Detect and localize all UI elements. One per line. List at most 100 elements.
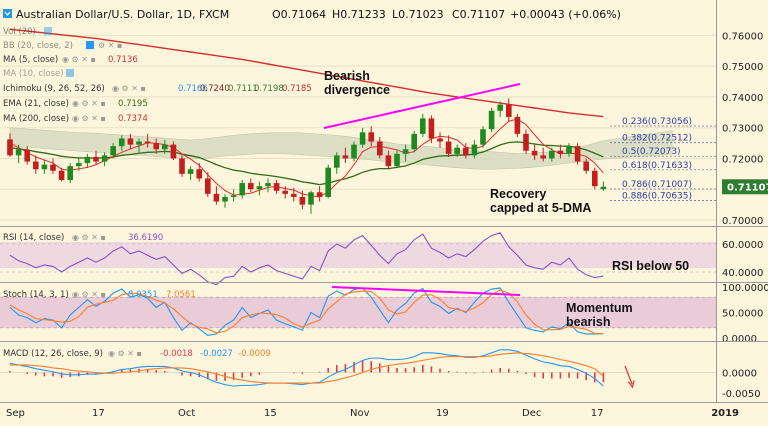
legend-icons[interactable]: ◉ ⚙ ✕ ▪ [72, 233, 106, 242]
symbol-title[interactable]: Australian Dollar/U.S. Dollar, 1D, FXCM [16, 8, 229, 21]
legend-icons[interactable]: ◉ ⚙ ✕ ▪ [72, 290, 106, 299]
legend-ichimoku[interactable]: Ichimoku (9, 26, 52, 26) ◉ ⚙ ✕ ▪ 0.7166 … [3, 84, 312, 94]
candle-body [583, 161, 589, 171]
eye-icon[interactable] [86, 41, 94, 49]
grid-lines [0, 34, 716, 221]
candle-body [497, 104, 503, 111]
legend-bb-label: BB (20, close, 2) [3, 41, 73, 51]
candle-body [222, 196, 228, 202]
candle-body [394, 153, 400, 167]
legend-macd[interactable]: MACD (12, 26, close, 9) ◉ ⚙ ✕ ▪ -0.0018 … [3, 349, 271, 359]
legend-ema21[interactable]: EMA (21, close) ◉ ⚙ ✕ ▪ 0.7195 [3, 99, 148, 109]
candle-body [368, 132, 374, 142]
legend-vol-label: Vol (20) [3, 27, 36, 37]
candle-body [187, 169, 194, 174]
legend-icons[interactable]: ◉ ⚙ ✕ ▪ [72, 114, 106, 123]
candle-body [574, 146, 581, 162]
macd-tick-label: 0.0000 [722, 369, 757, 380]
candle-body [523, 133, 529, 151]
candle-body [549, 150, 555, 159]
x-tick-label: Dec [522, 408, 541, 419]
legend-rsi-label: RSI (14, close) [3, 233, 64, 243]
last-price-text: 0.71107 [727, 182, 768, 193]
legend-vol[interactable]: Vol (20) [3, 27, 52, 37]
candle-body [205, 178, 211, 194]
legend-ema21-value: 0.7195 [118, 99, 148, 109]
fib-label: 0.382(0.72512) [622, 134, 692, 144]
fib-label: 0.618(0.71633) [622, 161, 692, 171]
macd-line [9, 349, 604, 387]
x-tick-label: 17 [591, 408, 604, 419]
legend-icons[interactable]: ◉ ⚙ ✕ ▪ [72, 99, 106, 108]
rsi-line [9, 232, 604, 286]
candle-body [136, 141, 142, 145]
fib-label: 0.5(0.72073) [622, 147, 681, 157]
candle-body [377, 141, 383, 156]
candle-body [93, 156, 99, 162]
candle-body [463, 147, 469, 156]
candle-body [273, 183, 280, 191]
legend-rsi[interactable]: RSI (14, close) ◉ ⚙ ✕ ▪ 36.6190 [3, 233, 163, 243]
candle-body [600, 186, 607, 190]
candle-body [471, 144, 478, 156]
candle-body [58, 170, 65, 180]
x-tick-label: 2019 [711, 408, 739, 419]
candle-body [41, 164, 48, 170]
candle-body [566, 146, 572, 154]
candle-body [411, 133, 417, 150]
legend-icons[interactable]: ◉ ⚙ ✕ ▪ [112, 84, 146, 93]
x-tick-label: Oct [178, 408, 195, 419]
candle-body [33, 161, 39, 170]
candle-body [127, 138, 134, 145]
fib-label: 0.886(0.70635) [622, 191, 692, 201]
price-tick-label: 0.73000 [722, 124, 763, 135]
candle-body [7, 139, 13, 156]
eye-icon[interactable] [44, 27, 52, 35]
legend-icons[interactable]: ◉ ⚙ ✕ ▪ [62, 55, 96, 64]
ichimoku-cloud [9, 127, 673, 170]
collapse-icon[interactable] [3, 9, 12, 18]
candle-body [592, 170, 598, 187]
legend-ma200[interactable]: MA (200, close) ◉ ⚙ ✕ ▪ 0.7374 [3, 114, 148, 124]
macd-pane [0, 349, 716, 387]
price-tick-label: 0.70000 [722, 216, 763, 227]
legend-macd-signal: -0.0009 [238, 349, 271, 359]
x-tick-label: 19 [436, 408, 449, 419]
legend-stoch[interactable]: Stoch (14, 3, 1) ◉ ⚙ ✕ ▪ 8.0351 7.0561 [3, 290, 196, 300]
candle-body [76, 163, 82, 167]
candle-body [402, 149, 409, 154]
legend-macd-label: MACD (12, 26, close, 9) [3, 349, 103, 359]
candle-body [230, 195, 237, 197]
legend-ma-hidden[interactable]: MA (10, close) [3, 69, 74, 79]
rsi-tick-label: 60.0000 [722, 240, 763, 251]
candle-body [316, 192, 323, 197]
price-change: +0.00043 (+0.06%) [510, 8, 621, 21]
ichimoku-cloud-area [9, 127, 673, 170]
fibonacci-levels: 0.236(0.73056) 0.382(0.72512) 0.5(0.72073)… [610, 117, 716, 201]
ichimoku-val-1: 0.7166 [178, 84, 208, 94]
rsi-pane [0, 232, 716, 286]
macd-tick-label: -0.0050 [722, 389, 761, 400]
candle-body [540, 155, 546, 159]
x-tick-label: 17 [92, 408, 105, 419]
legend-ma5[interactable]: MA (5, close) ◉ ⚙ ✕ ▪ 0.7136 [3, 55, 138, 65]
legend-ma200-value: 0.7374 [118, 114, 148, 124]
legend-stoch-label: Stoch (14, 3, 1) [3, 290, 69, 300]
candle-body [144, 141, 151, 144]
divergence-line-stoch [331, 286, 521, 296]
legend-icons[interactable]: ◉ ⚙ ✕ ▪ [108, 349, 142, 358]
candle-body [170, 144, 177, 159]
bottom-axis-bg [0, 402, 768, 426]
annotation-rsi: RSI below 50 [612, 259, 689, 273]
eye-icon[interactable] [66, 69, 74, 77]
overlay-lines [9, 28, 604, 198]
fib-label: 0.786(0.71007) [622, 180, 692, 190]
legend-bb[interactable]: BB (20, close, 2) ⚙ ✕ ▪ [3, 41, 122, 51]
settings-icon[interactable]: ⚙ ✕ ▪ [98, 41, 122, 50]
candle-body [265, 183, 271, 187]
price-pane-bg [0, 0, 716, 226]
signal-line [10, 352, 604, 384]
stoch-tick-label: 0.0000 [722, 334, 757, 345]
